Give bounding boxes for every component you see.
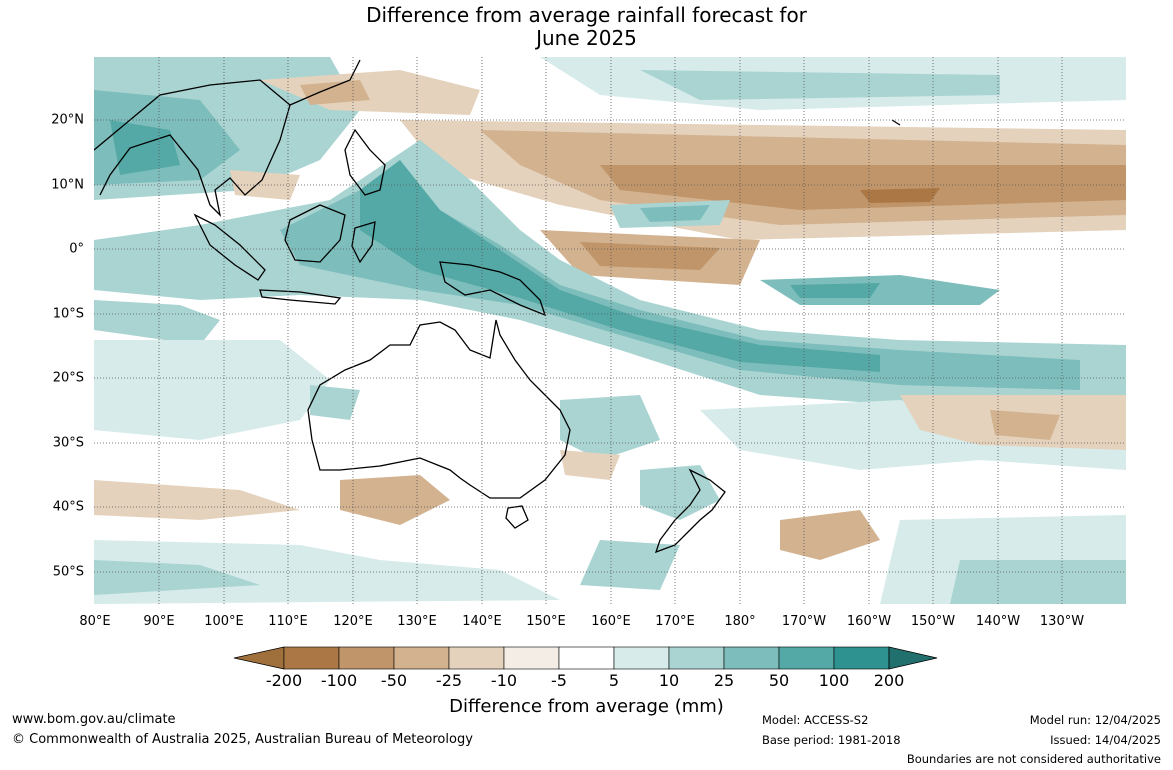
coast-mainland-se-asia <box>94 79 291 217</box>
colorbar-tick-label: 25 <box>713 671 735 690</box>
lon-label: 120°E <box>333 614 373 629</box>
lat-label: 20°S <box>52 370 84 386</box>
lon-label: 150°E <box>526 614 566 629</box>
footer-base-period: Base period: 1981-2018 <box>762 733 901 747</box>
footer-model-run: Model run: 12/04/2025 <box>1029 713 1161 727</box>
footer-issued: Issued: 14/04/2025 <box>1050 733 1161 747</box>
lon-label: 150°W <box>910 614 956 629</box>
map-title: Difference from average rainfall forecas… <box>0 4 1173 50</box>
coast-new-guinea <box>439 261 547 317</box>
colorbar-tick-label: 50 <box>768 671 790 690</box>
title-line-1: Difference from average rainfall forecas… <box>366 3 807 27</box>
lat-label: 50°S <box>52 564 84 580</box>
title-line-2: June 2025 <box>536 26 637 50</box>
lon-label: 90°E <box>143 614 175 629</box>
lon-label: 160°E <box>591 614 631 629</box>
coast-new-zealand <box>654 468 726 554</box>
lat-label: 30°S <box>52 435 84 451</box>
colorbar-tick-label: 100 <box>818 671 850 690</box>
colorbar-tick-label: -25 <box>435 671 463 690</box>
lon-label: 130°E <box>397 614 437 629</box>
coast-tasmania <box>505 505 529 529</box>
coast-java <box>259 289 342 305</box>
lon-label: 170°E <box>655 614 695 629</box>
coastlines <box>94 59 901 554</box>
coast-australia <box>307 319 571 499</box>
coast-sulawesi <box>351 221 376 264</box>
coast-hawaii <box>891 119 901 126</box>
footer-website: www.bom.gov.au/climate <box>12 712 176 727</box>
lon-label: 130°W <box>1039 614 1085 629</box>
lat-label: 20°N <box>51 112 84 128</box>
lon-label: 160°W <box>846 614 892 629</box>
footer-disclaimer: Boundaries are not considered authoritat… <box>906 752 1161 766</box>
coast-sumatra <box>193 213 266 281</box>
anomaly-north <box>94 57 1126 285</box>
lon-label: 140°W <box>975 614 1021 629</box>
lon-label: 80°E <box>79 614 111 629</box>
colorbar-tick-label: -200 <box>265 671 303 690</box>
colorbar-tick-label: -50 <box>380 671 408 690</box>
lat-label: 0° <box>69 241 84 257</box>
colorbar-tick-label: -10 <box>490 671 518 690</box>
lon-label: 170°W <box>781 614 827 629</box>
colorbar-tick-label: 200 <box>873 671 905 690</box>
coast-china <box>289 59 361 106</box>
footer-copyright: © Commonwealth of Australia 2025, Austra… <box>12 732 473 747</box>
colorbar-title: Difference from average (mm) <box>449 696 724 717</box>
coast-philippines <box>344 128 386 196</box>
lat-label: 40°S <box>52 499 84 515</box>
lon-label: 140°E <box>462 614 502 629</box>
lat-label: 10°S <box>52 306 84 322</box>
lon-label: 180° <box>724 614 756 629</box>
lon-label: 100°E <box>204 614 244 629</box>
lat-label: 10°N <box>51 177 84 193</box>
graticule <box>94 57 1126 604</box>
footer-model: Model: ACCESS-S2 <box>762 713 869 727</box>
colorbar-tick-label: 5 <box>608 671 620 690</box>
lon-label: 110°E <box>268 614 308 629</box>
colorbar-tick-label: -100 <box>320 671 358 690</box>
colorbar-tick-label: 10 <box>658 671 680 690</box>
anomaly-south <box>94 340 1126 604</box>
coast-borneo <box>284 204 346 263</box>
colorbar-tick-label: -5 <box>551 671 567 690</box>
anomaly-tropics <box>94 140 1126 415</box>
